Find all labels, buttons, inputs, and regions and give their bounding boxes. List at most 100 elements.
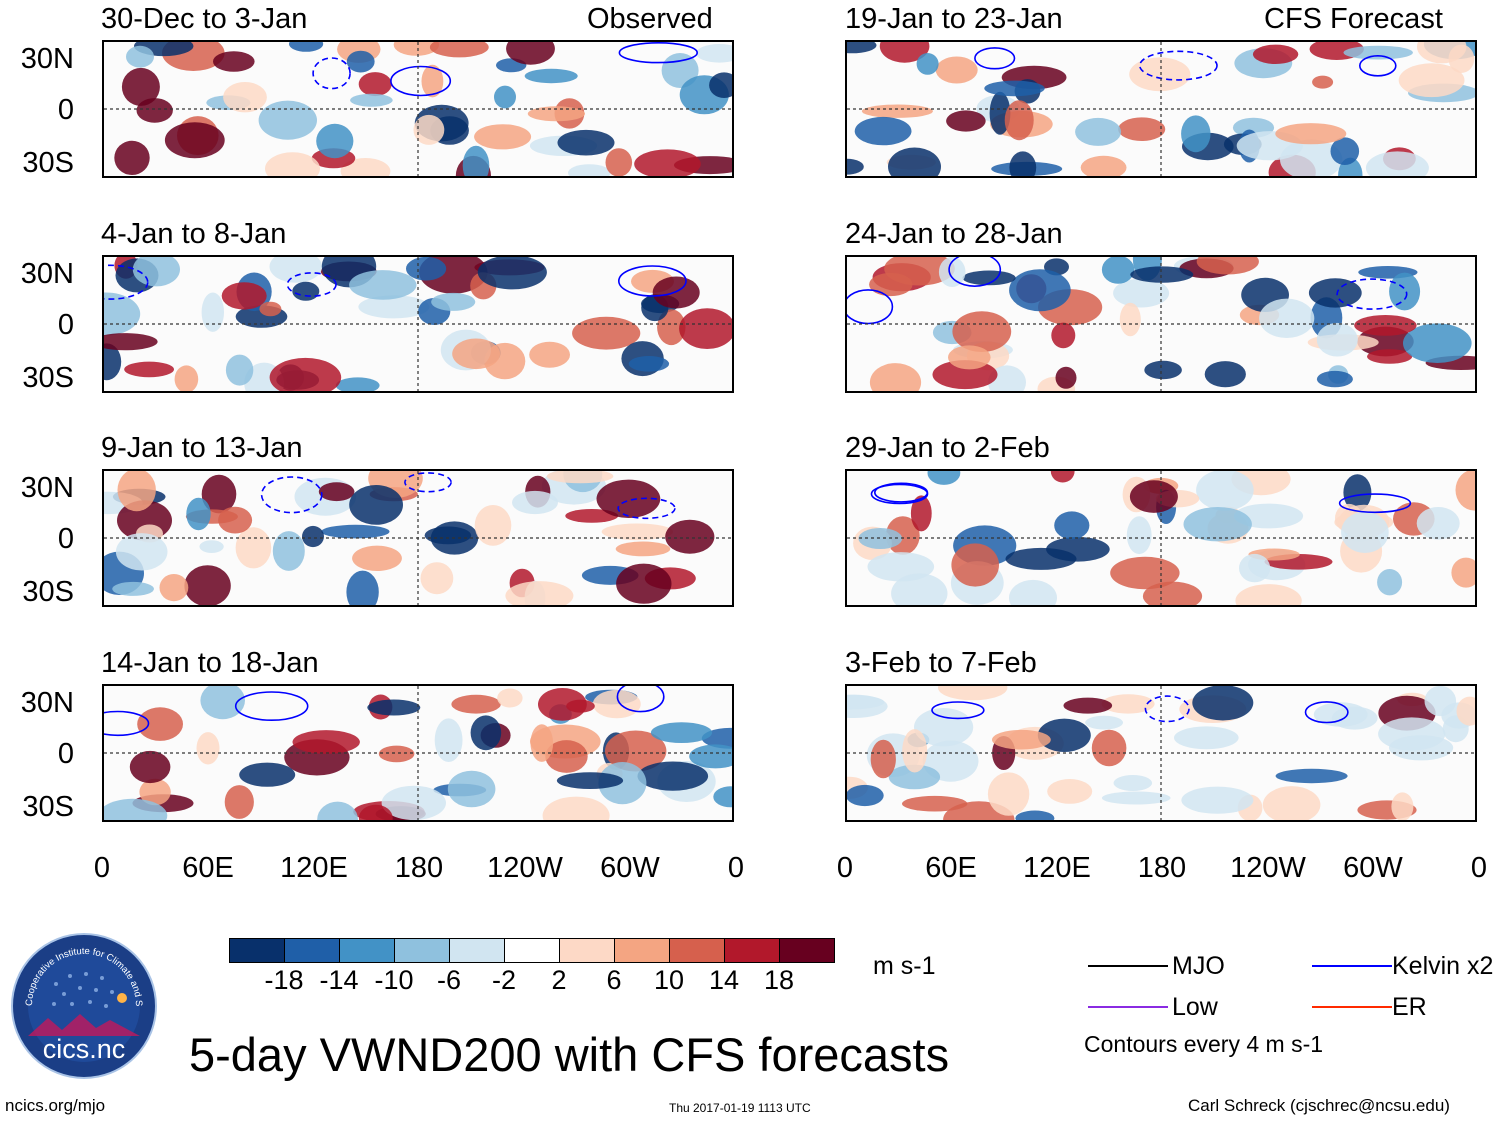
footer-url[interactable]: ncics.org/mjo xyxy=(5,1096,106,1115)
map-canvas xyxy=(104,686,732,820)
anomaly-blob xyxy=(1091,729,1127,767)
anomaly-blob xyxy=(992,729,1051,750)
anomaly-blob xyxy=(335,377,380,391)
anomaly-blob xyxy=(916,53,939,75)
anomaly-blob xyxy=(269,257,323,283)
anomaly-blob xyxy=(891,573,948,605)
anomaly-blob xyxy=(505,581,574,605)
legend-line-low xyxy=(1088,1006,1168,1008)
chart-title: 5-day VWND200 with CFS forecasts xyxy=(189,1028,950,1081)
anomaly-blob xyxy=(605,148,633,176)
anomaly-blob xyxy=(847,158,864,175)
anomaly-blob xyxy=(1126,516,1152,555)
anomaly-blob xyxy=(452,338,500,370)
lon-label: 60E xyxy=(925,852,977,884)
lat-label-30s: 30S xyxy=(22,791,74,823)
anomaly-blob xyxy=(1181,786,1254,814)
anomaly-blob xyxy=(1262,786,1321,820)
anomaly-blob xyxy=(350,93,393,107)
legend-label-mjo: MJO xyxy=(1172,952,1225,980)
lon-label: 0 xyxy=(93,852,111,884)
legend-label-er: ER xyxy=(1392,993,1427,1021)
anomaly-blob xyxy=(115,533,168,571)
anomaly-blob xyxy=(424,526,472,545)
panel-title-1: 30-Dec to 3-Jan xyxy=(101,3,308,35)
anomaly-blob xyxy=(902,795,968,812)
anomaly-blob xyxy=(713,786,732,808)
anomaly-blob xyxy=(477,257,547,290)
footer-timestamp: Thu 2017-01-19 1113 UTC xyxy=(669,1101,811,1115)
anomaly-blob xyxy=(104,292,141,336)
anomaly-blob xyxy=(565,509,619,523)
anomaly-blob xyxy=(429,42,489,58)
anomaly-blob xyxy=(1101,694,1155,714)
anomaly-blob xyxy=(352,545,402,571)
anomaly-blob xyxy=(1196,257,1259,275)
anomaly-blob xyxy=(174,365,199,391)
anomaly-blob xyxy=(358,72,392,97)
anomaly-blob xyxy=(1235,584,1302,605)
kelvin-contour xyxy=(390,65,452,97)
kelvin-contour xyxy=(974,47,1016,70)
anomaly-blob xyxy=(292,730,360,754)
anomaly-blob xyxy=(1015,810,1055,820)
anomaly-blob xyxy=(616,563,672,604)
anomaly-blob xyxy=(218,506,253,534)
anomaly-blob xyxy=(1312,75,1334,89)
kelvin-contour xyxy=(1358,54,1397,77)
map-panel-8 xyxy=(845,684,1477,822)
anomaly-blob xyxy=(1075,117,1122,146)
anomaly-blob xyxy=(566,699,595,713)
anomaly-blob xyxy=(1343,45,1413,60)
anomaly-blob xyxy=(1130,266,1194,283)
colorbar-tick: -6 xyxy=(436,965,461,995)
anomaly-blob xyxy=(946,110,986,132)
anomaly-blob xyxy=(879,42,930,63)
anomaly-blob xyxy=(451,694,501,714)
anomaly-blob xyxy=(952,311,1012,352)
kelvin-contour xyxy=(931,701,985,720)
anomaly-blob xyxy=(605,730,667,772)
anomaly-blob xyxy=(1365,151,1429,176)
kelvin-contour xyxy=(312,57,351,90)
anomaly-blob xyxy=(1451,557,1475,588)
anomaly-blob xyxy=(596,479,661,518)
anomaly-blob xyxy=(988,365,1026,391)
logo-name: cics.nc xyxy=(43,1034,126,1064)
legend-line-er xyxy=(1312,1006,1392,1008)
anomaly-blob xyxy=(987,772,1030,816)
anomaly-blob xyxy=(112,581,154,596)
anomaly-blob xyxy=(650,722,713,743)
map-panel-3 xyxy=(102,469,734,607)
colorbar-tick: -18 xyxy=(264,965,304,995)
anomaly-blob xyxy=(346,570,379,605)
anomaly-blob xyxy=(951,543,999,587)
panel-title-5: 19-Jan to 23-Jan xyxy=(845,3,1063,35)
anomaly-blob xyxy=(186,497,211,531)
lon-label: 120W xyxy=(487,852,563,884)
anomaly-blob xyxy=(1275,123,1347,145)
anomaly-blob xyxy=(1113,278,1170,308)
anomaly-blob xyxy=(225,354,254,386)
anomaly-blob xyxy=(358,295,430,319)
colorbar-tick: 10 xyxy=(653,965,685,995)
anomaly-blob xyxy=(224,785,254,819)
lat-label-eq: 0 xyxy=(57,94,74,126)
colorbar-swatch xyxy=(779,939,834,962)
anomaly-blob xyxy=(657,309,686,346)
anomaly-blob xyxy=(470,715,502,751)
anomaly-blob xyxy=(1367,349,1413,364)
anomaly-blob xyxy=(888,764,941,790)
legend-label-kelvin: Kelvin x2 xyxy=(1392,952,1494,980)
lat-label-30n: 30N xyxy=(20,472,74,504)
anomaly-blob xyxy=(1343,474,1372,511)
lat-label-30s: 30S xyxy=(22,362,74,394)
anomaly-blob xyxy=(948,345,991,370)
anomaly-blob xyxy=(494,85,516,109)
panel-title-3: 9-Jan to 13-Jan xyxy=(101,432,303,464)
anomaly-blob xyxy=(530,724,554,762)
anomaly-blob xyxy=(349,270,417,300)
anomaly-blob xyxy=(1341,511,1389,553)
colorbar-units: m s-1 xyxy=(873,952,936,980)
anomaly-blob xyxy=(1063,697,1113,714)
